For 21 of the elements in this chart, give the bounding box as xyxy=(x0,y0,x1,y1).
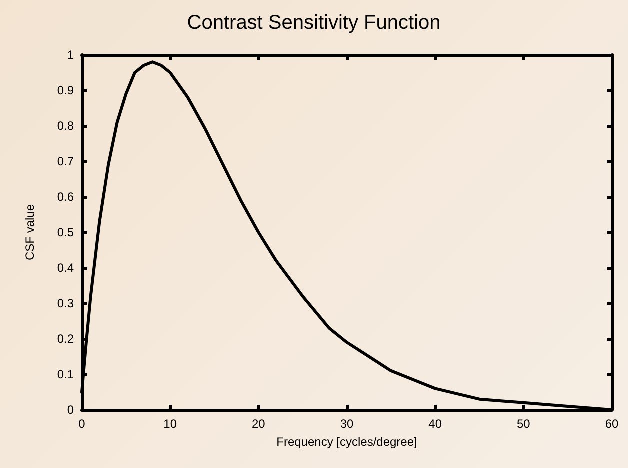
x-tick-label: 40 xyxy=(428,417,442,431)
y-tick-label: 0.6 xyxy=(57,190,74,204)
y-tick-label: 1 xyxy=(67,48,74,62)
y-tick-label: 0.9 xyxy=(57,84,74,98)
x-tick-label: 60 xyxy=(605,417,619,431)
x-tick-label: 30 xyxy=(340,417,354,431)
y-tick-label: 0.3 xyxy=(57,296,74,310)
x-tick-label: 10 xyxy=(164,417,178,431)
x-tick-label: 50 xyxy=(516,417,531,431)
y-tick-label: 0 xyxy=(67,403,74,417)
y-tick-label: 0.4 xyxy=(57,261,74,275)
y-tick-label: 0.8 xyxy=(57,119,74,133)
y-tick-label: 0.5 xyxy=(57,226,74,240)
y-tick-label: 0.7 xyxy=(57,154,74,168)
x-axis-title: Frequency [cycles/degree] xyxy=(276,435,418,449)
x-tick-label: 0 xyxy=(78,417,86,431)
y-tick-label: 0.1 xyxy=(57,368,74,382)
y-axis-title: CSF value xyxy=(23,204,37,261)
x-tick-label: 20 xyxy=(252,417,266,431)
chart-title: Contrast Sensitivity Function xyxy=(187,12,441,34)
y-tick-label: 0.2 xyxy=(57,332,74,346)
